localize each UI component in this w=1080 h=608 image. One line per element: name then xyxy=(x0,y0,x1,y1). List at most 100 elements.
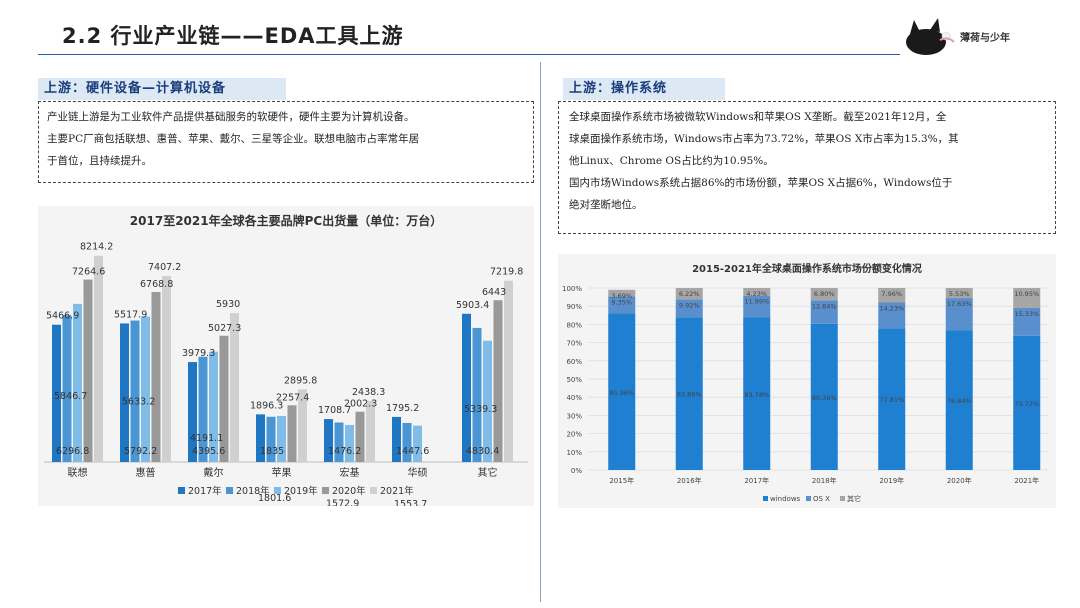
stack-OS X xyxy=(743,295,771,318)
stack-其它 xyxy=(743,288,771,296)
data-label: 85.96% xyxy=(609,389,634,397)
bar-2021年 xyxy=(366,400,375,462)
data-label: 5903.4 xyxy=(456,300,489,311)
stack-OS X xyxy=(810,300,838,324)
right-paragraph: 绝对垄断地位。 xyxy=(569,199,643,211)
legend-swatch xyxy=(226,487,233,494)
data-label: 7.96% xyxy=(881,290,902,298)
bar-2017年 xyxy=(256,414,265,462)
data-label: 2438.3 xyxy=(352,387,385,398)
y-tick-label: 70% xyxy=(566,340,582,348)
category-label: 2017年 xyxy=(744,476,769,485)
bar-2020年 xyxy=(151,292,161,462)
data-label: 5633.2 xyxy=(122,397,155,408)
column-divider xyxy=(540,62,541,602)
legend-label: 其它 xyxy=(847,494,861,503)
y-tick-label: 10% xyxy=(566,449,582,457)
bar-2017年 xyxy=(52,324,61,462)
data-label: 15.33% xyxy=(1014,310,1039,318)
right-paragraph: 国内市场Windows系统占据86%的市场份额，苹果OS X占据6%，Windo… xyxy=(569,177,953,189)
data-label: 6296.8 xyxy=(56,446,89,457)
stack-其它 xyxy=(608,289,636,297)
bar-2017年 xyxy=(324,419,333,462)
category-label: 2020年 xyxy=(947,476,972,485)
stack-其它 xyxy=(810,288,838,301)
legend-label: 2020年 xyxy=(332,485,366,497)
chart-title: 2015-2021年全球桌面操作系统市场份额变化情况 xyxy=(692,264,922,275)
data-label: 7264.6 xyxy=(72,267,105,278)
bar-2017年 xyxy=(188,362,197,462)
legend-swatch xyxy=(370,487,377,494)
y-tick-label: 90% xyxy=(566,303,582,311)
bar-2019年 xyxy=(73,303,82,462)
data-label: 6768.8 xyxy=(140,279,173,290)
bar-2021年 xyxy=(230,313,239,462)
bar-2018年 xyxy=(472,327,482,462)
bar-2018年 xyxy=(198,356,208,462)
stack-OS X xyxy=(675,299,703,318)
data-label: 4.23% xyxy=(746,290,767,298)
right-section-heading: 上游：操作系统 xyxy=(563,78,725,100)
data-label: 5846.7 xyxy=(54,391,87,402)
bar-2019年 xyxy=(483,340,492,462)
category-label: 宏基 xyxy=(340,466,360,479)
data-label: 10.95% xyxy=(1014,290,1039,298)
legend-swatch xyxy=(763,496,768,501)
data-label: 1835 xyxy=(260,446,284,457)
right-text-box: 全球桌面操作系统市场被微软Windows和苹果OS X垄断。截至2021年12月… xyxy=(558,101,1056,234)
data-label: 5792.2 xyxy=(124,446,157,457)
bar-2018年 xyxy=(266,416,276,462)
category-label: 2016年 xyxy=(677,476,702,485)
category-label: 2018年 xyxy=(812,476,837,485)
data-label: 6.22% xyxy=(679,290,700,298)
legend-label: OS X xyxy=(813,495,830,503)
legend-swatch xyxy=(322,487,329,494)
stack-其它 xyxy=(1013,288,1041,308)
data-label: 9.35% xyxy=(611,299,632,307)
bar-2019年 xyxy=(345,424,354,462)
y-tick-label: 40% xyxy=(566,394,582,402)
data-label: 1447.6 xyxy=(396,446,429,457)
bar-2018年 xyxy=(402,422,412,462)
bar-2021年 xyxy=(94,255,103,462)
stack-其它 xyxy=(675,288,703,300)
legend-swatch xyxy=(806,496,811,501)
stack-OS X xyxy=(945,298,973,331)
legend-swatch xyxy=(178,487,185,494)
bar-2020年 xyxy=(83,279,93,462)
bar-2018年 xyxy=(334,422,344,462)
data-label: 2895.8 xyxy=(284,375,317,386)
y-tick-label: 80% xyxy=(566,321,582,329)
category-label: 联想 xyxy=(68,466,88,479)
os-share-plot: 0% 10% 20% 30% 40% 50% 60% 70% 80% 90% 100% 85.96% 9… xyxy=(562,285,1048,503)
data-label: 5466.9 xyxy=(46,311,79,322)
data-label: 7219.8 xyxy=(490,267,523,278)
legend-swatch xyxy=(274,487,281,494)
legend-swatch xyxy=(840,496,845,501)
bar-2019年 xyxy=(413,425,422,462)
bar-2018年 xyxy=(62,315,72,462)
data-label: 1553.7 xyxy=(394,499,427,506)
left-paragraph: 于首位，且持续提升。 xyxy=(47,155,152,167)
bar-2020年 xyxy=(287,405,297,462)
bar-2019年 xyxy=(277,415,286,462)
y-tick-label: 100% xyxy=(562,285,582,293)
right-paragraph: 球桌面操作系统市场，Windows市占率为73.72%，苹果OS X市占率为15… xyxy=(569,133,959,145)
bar-2020年 xyxy=(493,300,503,462)
bar-2017年 xyxy=(462,313,471,462)
data-label: 1801.6 xyxy=(258,493,291,504)
legend-label: 2018年 xyxy=(236,485,270,497)
bar-2020年 xyxy=(355,411,365,462)
bar-2017年 xyxy=(392,416,401,462)
data-label: 2257.4 xyxy=(276,392,309,403)
data-label: 80.36% xyxy=(812,394,837,402)
data-label: 2002.3 xyxy=(344,399,377,410)
bar-2021年 xyxy=(504,280,513,462)
data-label: 4830.4 xyxy=(466,446,499,457)
data-label: 5.53% xyxy=(949,290,970,298)
data-label: 5517.9 xyxy=(114,309,147,320)
data-label: 83.78% xyxy=(744,391,769,399)
stack-其它 xyxy=(945,288,973,299)
legend-label: 2021年 xyxy=(380,485,414,497)
category-label: 苹果 xyxy=(272,466,292,479)
